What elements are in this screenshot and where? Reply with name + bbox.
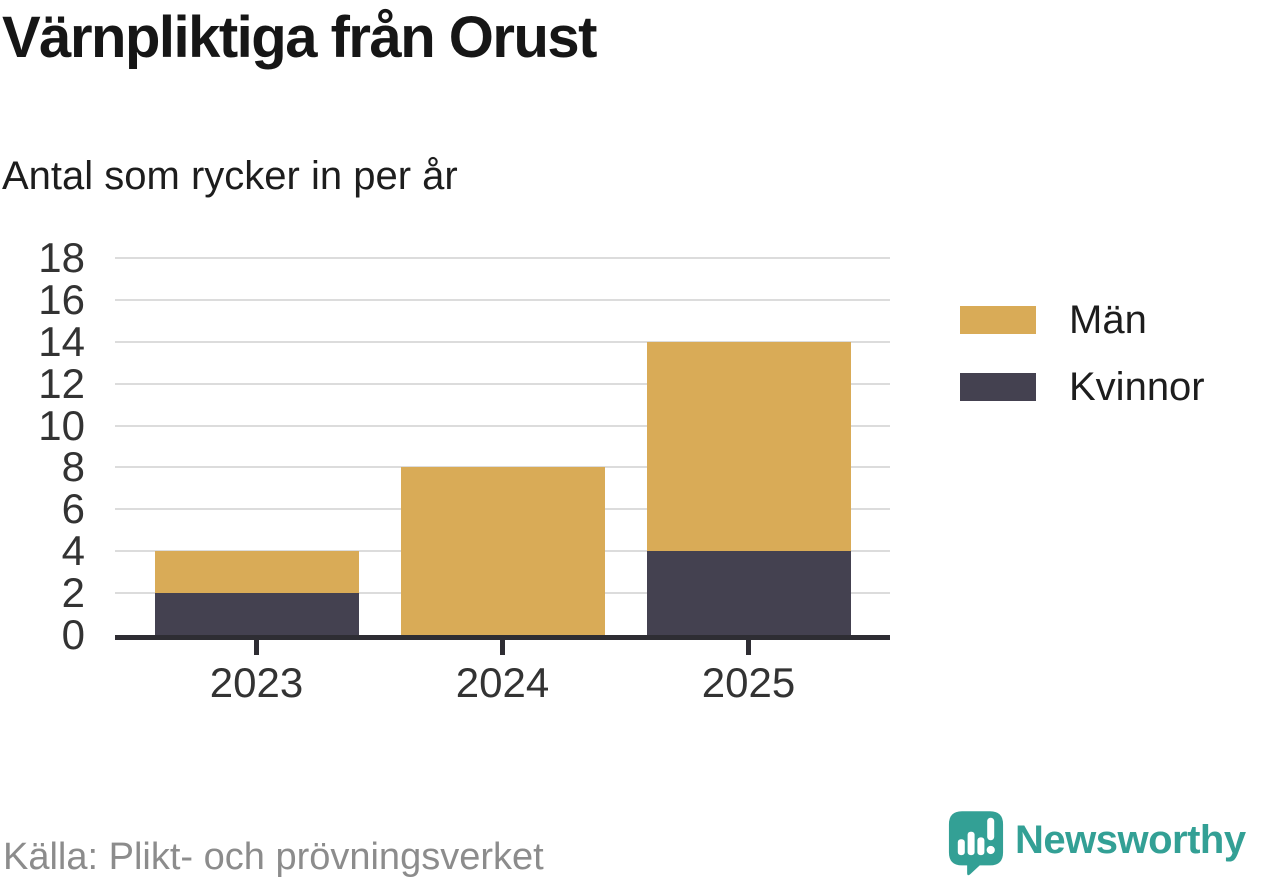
x-axis-tick [500, 640, 505, 655]
grid-line [115, 424, 890, 427]
plot-area: 0 2 4 6 8 10 12 14 16 18 2023 2024 2025 [38, 235, 890, 706]
legend-item: Män [960, 300, 1205, 340]
chart-subtitle: Antal som rycker in per år [2, 154, 458, 198]
y-axis-label: 10 [38, 401, 85, 449]
newsworthy-wordmark: Newsworthy [1015, 818, 1246, 862]
legend-label: Män [1069, 298, 1147, 342]
source-note: Källa: Plikt- och prövningsverket [3, 836, 544, 878]
y-axis-label: 14 [38, 317, 85, 365]
bar-segment [400, 467, 605, 635]
legend-item: Kvinnor [960, 367, 1205, 407]
grid-line [115, 298, 890, 301]
grid-line [115, 257, 890, 259]
y-axis-label: 4 [61, 527, 85, 575]
y-axis-label: 6 [61, 485, 85, 533]
bar-segment [646, 341, 851, 552]
y-axis-label: 16 [38, 275, 85, 323]
x-axis-tick [254, 640, 259, 655]
chart-title: Värnpliktiga från Orust [2, 5, 597, 70]
grid-line [115, 340, 890, 343]
x-axis-label: 2024 [455, 659, 550, 706]
bar-segment [154, 593, 359, 635]
legend-swatch [960, 306, 1036, 334]
y-axis-label: 2 [61, 569, 85, 617]
y-axis-label: 0 [61, 611, 85, 658]
legend-swatch [960, 373, 1036, 401]
x-axis-label: 2023 [209, 659, 304, 706]
newsworthy-logo: Newsworthy [948, 810, 1246, 876]
x-axis-label: 2025 [701, 659, 796, 706]
grid-line [115, 466, 890, 469]
y-axis-label: 8 [61, 443, 85, 491]
y-axis-label: 18 [38, 234, 85, 281]
grid-line [115, 382, 890, 385]
legend: Män Kvinnor [960, 300, 1205, 407]
y-axis-label: 12 [38, 359, 85, 407]
x-axis-tick [746, 640, 751, 655]
legend-label: Kvinnor [1069, 365, 1205, 409]
bar-segment [154, 551, 359, 594]
bar-segment [646, 551, 851, 635]
newsworthy-logo-icon [948, 811, 1004, 876]
